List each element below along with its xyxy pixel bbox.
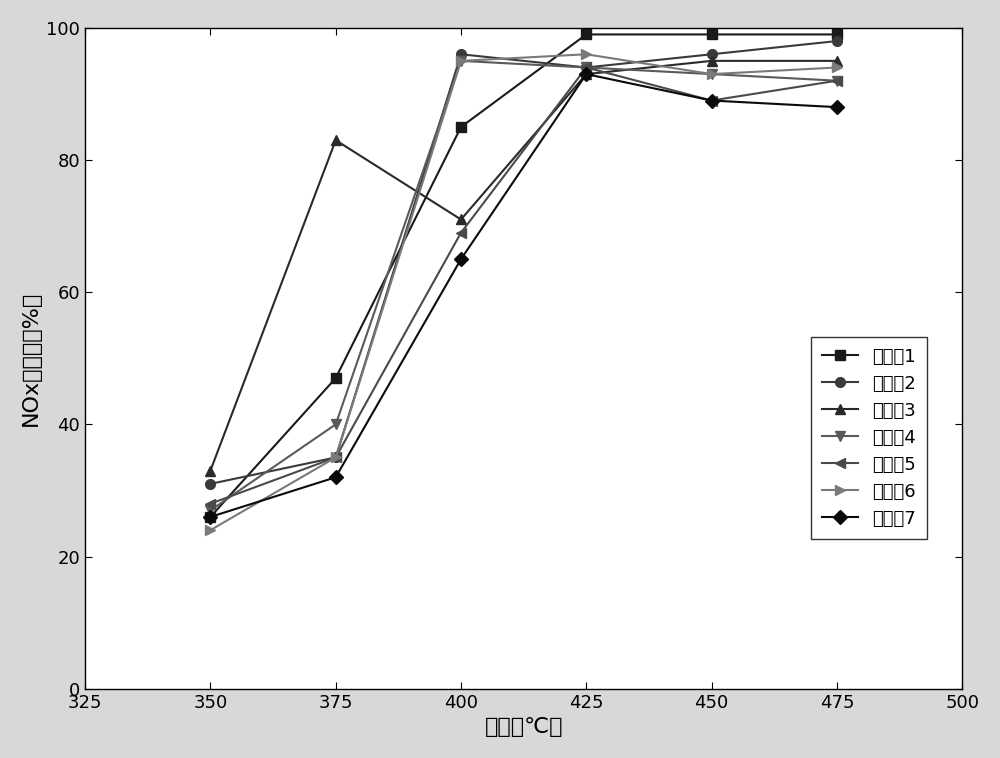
实施例6 [330, 453, 342, 462]
实施例7 [580, 70, 592, 79]
实施例6 [580, 50, 592, 59]
实施例1 [330, 374, 342, 383]
实施例5 [706, 96, 718, 105]
Line: 实施例3: 实施例3 [206, 56, 842, 475]
实施例2 [580, 63, 592, 72]
实施例5 [831, 76, 843, 85]
实施例2 [831, 36, 843, 45]
实施例6 [831, 63, 843, 72]
实施例3 [455, 215, 467, 224]
实施例1 [580, 30, 592, 39]
实施例2 [330, 453, 342, 462]
实施例4 [455, 56, 467, 65]
实施例1 [706, 30, 718, 39]
实施例7 [204, 512, 216, 522]
实施例4 [706, 70, 718, 79]
Line: 实施例1: 实施例1 [206, 30, 842, 522]
实施例7 [455, 255, 467, 264]
Y-axis label: NOx转化率（%）: NOx转化率（%） [21, 290, 41, 426]
Legend: 实施例1, 实施例2, 实施例3, 实施例4, 实施例5, 实施例6, 实施例7: 实施例1, 实施例2, 实施例3, 实施例4, 实施例5, 实施例6, 实施例7 [811, 337, 927, 538]
实施例3 [706, 56, 718, 65]
Line: 实施例4: 实施例4 [206, 56, 842, 515]
实施例1 [831, 30, 843, 39]
实施例5 [330, 453, 342, 462]
实施例4 [330, 420, 342, 429]
实施例1 [204, 512, 216, 522]
Line: 实施例5: 实施例5 [206, 63, 842, 509]
实施例7 [831, 102, 843, 111]
实施例6 [204, 525, 216, 534]
实施例1 [455, 123, 467, 132]
实施例2 [706, 50, 718, 59]
实施例5 [204, 500, 216, 509]
实施例5 [455, 228, 467, 237]
实施例4 [204, 506, 216, 515]
实施例6 [455, 56, 467, 65]
实施例4 [580, 63, 592, 72]
实施例2 [204, 479, 216, 488]
实施例7 [330, 473, 342, 482]
实施例7 [706, 96, 718, 105]
实施例3 [831, 56, 843, 65]
实施例3 [330, 136, 342, 145]
实施例2 [455, 50, 467, 59]
实施例6 [706, 70, 718, 79]
实施例3 [204, 466, 216, 475]
Line: 实施例7: 实施例7 [206, 69, 842, 522]
实施例3 [580, 70, 592, 79]
Line: 实施例6: 实施例6 [206, 49, 842, 535]
实施例4 [831, 76, 843, 85]
X-axis label: 温度（℃）: 温度（℃） [484, 717, 563, 738]
实施例5 [580, 63, 592, 72]
Line: 实施例2: 实施例2 [206, 36, 842, 489]
